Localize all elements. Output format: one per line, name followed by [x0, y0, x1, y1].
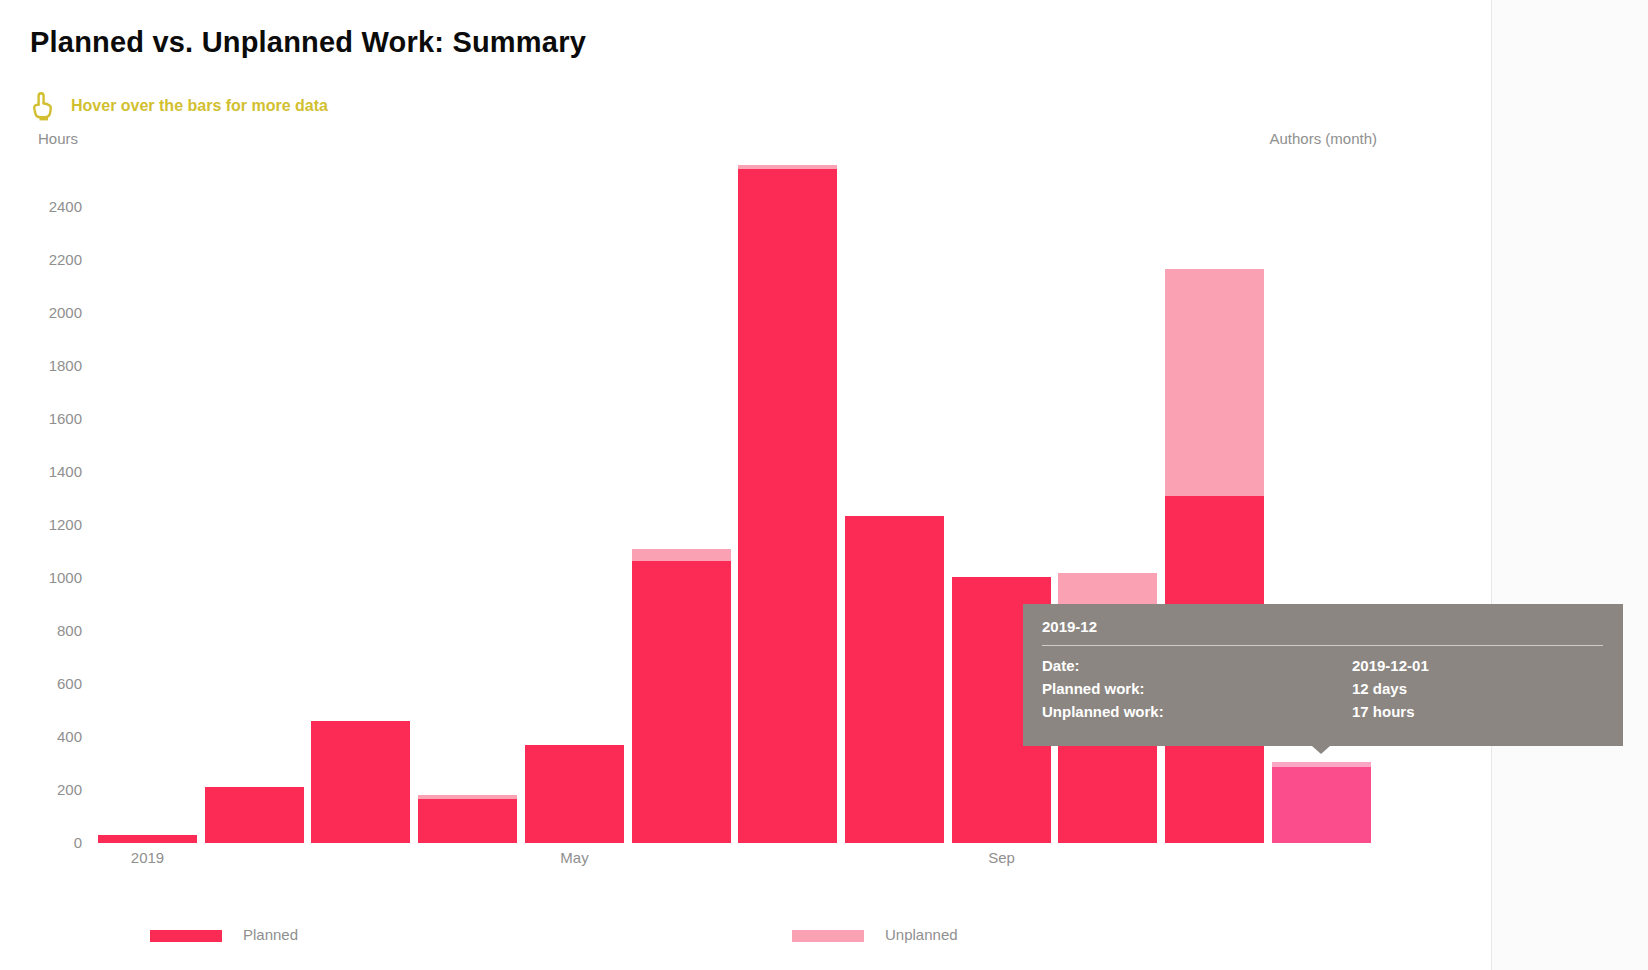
tooltip-row: Unplanned work:17 hours [1042, 700, 1603, 723]
y-tick-label: 600 [57, 674, 82, 694]
y-tick-label: 1200 [49, 515, 82, 535]
planned-segment[interactable] [311, 721, 410, 843]
bar-2019-08[interactable] [845, 516, 944, 843]
bar-2019-12[interactable] [1272, 762, 1371, 843]
tooltip-title: 2019-12 [1042, 616, 1603, 635]
tooltip-row: Date:2019-12-01 [1042, 654, 1603, 677]
tooltip-separator [1042, 645, 1603, 646]
y-axis-ticks: 0200400600800100012001400160018002000220… [0, 0, 82, 843]
bar-2019-01[interactable] [98, 835, 197, 843]
y-tick-label: 200 [57, 780, 82, 800]
planned-segment[interactable] [205, 787, 304, 843]
legend-swatch [150, 930, 222, 942]
y-tick-label: 1600 [49, 409, 82, 429]
y-tick-label: 2000 [49, 303, 82, 323]
bar-2019-03[interactable] [311, 721, 410, 843]
legend-item-planned[interactable]: Planned [150, 926, 298, 943]
plot-area: 0 200 400 600 800 1000 1200 1400 1600 1800 2000 220… [0, 0, 1648, 970]
legend-label: Planned [243, 926, 298, 943]
planned-segment[interactable] [632, 561, 731, 843]
tooltip-row-label: Date: [1042, 654, 1352, 677]
planned-segment[interactable] [98, 835, 197, 843]
bar-2019-06[interactable] [632, 549, 731, 843]
bar-2019-02[interactable] [205, 787, 304, 843]
y-tick-label: 400 [57, 727, 82, 747]
legend-item-unplanned[interactable]: Unplanned [792, 926, 958, 943]
tooltip-row-value: 2019-12-01 [1352, 654, 1603, 677]
y-tick-label: 1400 [49, 462, 82, 482]
planned-segment[interactable] [1272, 767, 1371, 843]
y-tick-label: 1800 [49, 356, 82, 376]
chart-legend: Planned Unplanned [0, 926, 1648, 946]
bar-2019-07[interactable] [738, 165, 837, 843]
bar-2019-05[interactable] [525, 745, 624, 843]
y-tick-label: 0 [74, 833, 82, 853]
hover-tooltip: 2019-12 Date:2019-12-01Planned work:12 d… [1023, 604, 1623, 746]
tooltip-row-value: 12 days [1352, 677, 1603, 700]
x-tick-label: 2019 [98, 849, 197, 866]
x-tick-label: Sep [952, 849, 1051, 866]
unplanned-segment[interactable] [632, 549, 731, 561]
y-tick-label: 800 [57, 621, 82, 641]
x-axis-ticks: 2019 May Sep [98, 849, 1488, 869]
chart-page: Planned vs. Unplanned Work: Summary Hove… [0, 0, 1648, 970]
tooltip-row-label: Planned work: [1042, 677, 1352, 700]
unplanned-segment[interactable] [1165, 269, 1264, 496]
tooltip-row-value: 17 hours [1352, 700, 1603, 723]
planned-segment[interactable] [418, 799, 517, 843]
planned-segment[interactable] [525, 745, 624, 843]
y-tick-label: 2200 [49, 250, 82, 270]
planned-segment[interactable] [845, 516, 944, 843]
legend-label: Unplanned [885, 926, 958, 943]
y-tick-label: 1000 [49, 568, 82, 588]
planned-segment[interactable] [738, 169, 837, 843]
legend-swatch [792, 930, 864, 942]
tooltip-rows: Date:2019-12-01Planned work:12 daysUnpla… [1042, 654, 1603, 723]
bar-2019-11[interactable] [1165, 269, 1264, 843]
x-tick-label: May [525, 849, 624, 866]
tooltip-row-label: Unplanned work: [1042, 700, 1352, 723]
panel-divider [1491, 0, 1492, 970]
y-tick-label: 2400 [49, 197, 82, 217]
right-gutter [1492, 0, 1648, 970]
tooltip-row: Planned work:12 days [1042, 677, 1603, 700]
bar-2019-04[interactable] [418, 795, 517, 843]
